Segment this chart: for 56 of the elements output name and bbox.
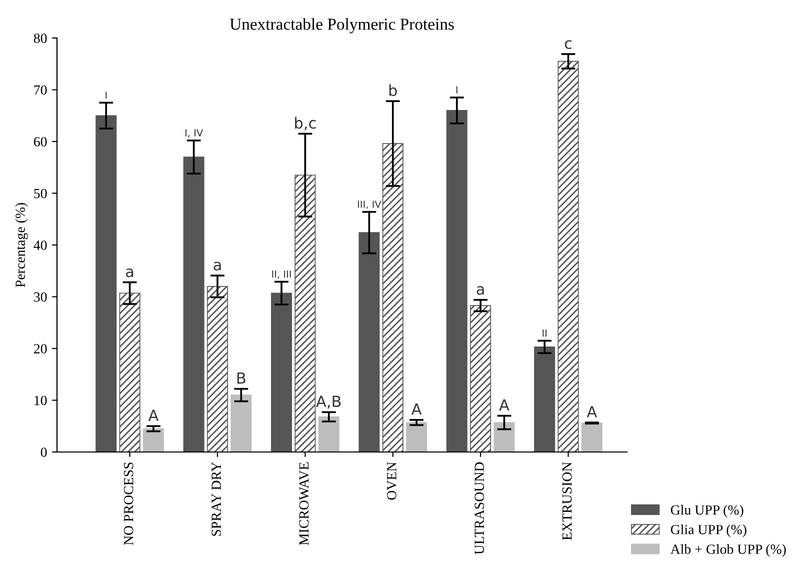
legend-label: Glu UPP (%) (670, 504, 744, 518)
bar (446, 110, 468, 452)
data-label: A,B (316, 396, 341, 409)
x-tick-label: NO PROCESS (124, 462, 134, 546)
x-tick-label: OVEN (387, 462, 396, 500)
bar (358, 232, 380, 452)
data-label: a (214, 262, 221, 270)
data-label: B (237, 372, 246, 384)
y-axis-title: Percentage (%) (15, 203, 28, 288)
y-tick-label: 80 (34, 34, 47, 43)
bar (206, 286, 228, 452)
data-label: I (456, 86, 458, 94)
chart-title: Unextractable Polymeric Proteins (230, 18, 454, 34)
x-tick-label: EXTRUSION (562, 462, 572, 540)
legend-label: Alb + Glob UPP (%) (670, 544, 786, 557)
bar (119, 292, 140, 452)
y-tick-label: 50 (34, 188, 47, 198)
data-label: a (126, 268, 134, 278)
bar (534, 346, 556, 452)
data-label: A (499, 399, 510, 411)
data-label: A (411, 404, 422, 415)
y-tick-label: 20 (34, 344, 47, 354)
bar (558, 60, 579, 452)
data-label: III, IV (358, 200, 382, 209)
x-tick-label: MICROWAVE (299, 462, 309, 546)
y-tick-label: 10 (34, 396, 47, 406)
bar (494, 422, 515, 452)
data-label: II, III (272, 270, 291, 279)
bar (230, 394, 252, 452)
bar (183, 156, 204, 452)
y-tick-label: 40 (34, 240, 47, 250)
data-label: b,c (295, 116, 316, 130)
data-label: II (542, 330, 546, 337)
x-tick-label: ULTRASOUND (474, 462, 484, 554)
data-label: c (564, 40, 572, 50)
y-tick-label: 60 (34, 137, 47, 146)
x-tick-label: SPRAY DRY (212, 462, 221, 536)
data-label: A (148, 410, 159, 421)
data-label: A (586, 406, 598, 418)
y-tick-label: 70 (34, 85, 47, 95)
data-label: I (106, 92, 107, 99)
data-label: I, IV (185, 129, 203, 138)
bar (142, 428, 164, 452)
bar (581, 422, 602, 452)
bar (96, 115, 117, 452)
legend-label: Glia UPP (%) (670, 524, 746, 538)
bar (406, 422, 428, 452)
bar (270, 292, 292, 452)
bar (470, 305, 492, 452)
bar (318, 416, 340, 452)
bar (382, 143, 404, 452)
y-tick-label: 0 (40, 448, 47, 457)
bar (294, 174, 316, 452)
data-label: a (476, 286, 484, 295)
y-tick-label: 30 (34, 292, 47, 302)
data-label: b (389, 84, 397, 96)
